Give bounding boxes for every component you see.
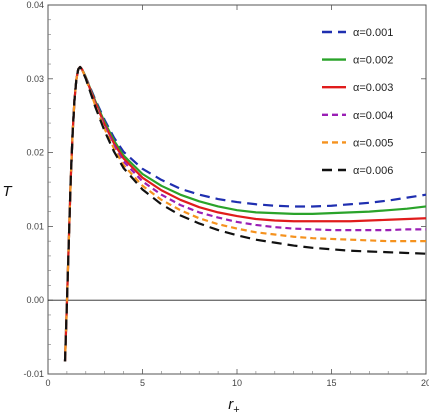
- y-tick-label: 0.03: [26, 74, 44, 84]
- axis-ticks: 0 5 10 15 20 -0.01 0.00 0.01 0.02 0.03 0.04: [23, 0, 429, 388]
- legend-label: α=0.002: [353, 55, 393, 67]
- legend: α=0.001 α=0.002 α=0.003 α=0.004 α=0.005 α=0.0…: [322, 27, 393, 177]
- x-axis-title: r+: [228, 396, 239, 415]
- series-line-6: [63, 65, 427, 362]
- legend-label: α=0.003: [353, 82, 393, 94]
- x-axis-title-main: r: [228, 396, 234, 413]
- x-tick-label: 20: [421, 378, 429, 388]
- y-tick-label: 0.04: [26, 0, 44, 10]
- series-line-1: [63, 65, 427, 362]
- y-tick-label: 0.01: [26, 221, 44, 231]
- y-tick-label: 0.02: [26, 148, 44, 158]
- x-tick-label: 0: [45, 378, 50, 388]
- legend-label: α=0.001: [353, 27, 393, 39]
- y-tick-label: 0.00: [26, 295, 44, 305]
- y-axis-title: T: [2, 183, 13, 200]
- series-lines: [63, 65, 427, 362]
- y-tick-label: -0.01: [23, 369, 44, 379]
- x-tick-label: 15: [326, 378, 336, 388]
- legend-label: α=0.004: [353, 110, 393, 122]
- x-axis-title-subscript: +: [233, 404, 239, 415]
- series-line-5: [63, 65, 426, 362]
- legend-label: α=0.006: [353, 165, 393, 177]
- x-tick-label: 5: [140, 378, 145, 388]
- series-line-3: [63, 65, 427, 362]
- legend-label: α=0.005: [353, 137, 393, 149]
- x-tick-label: 10: [232, 378, 242, 388]
